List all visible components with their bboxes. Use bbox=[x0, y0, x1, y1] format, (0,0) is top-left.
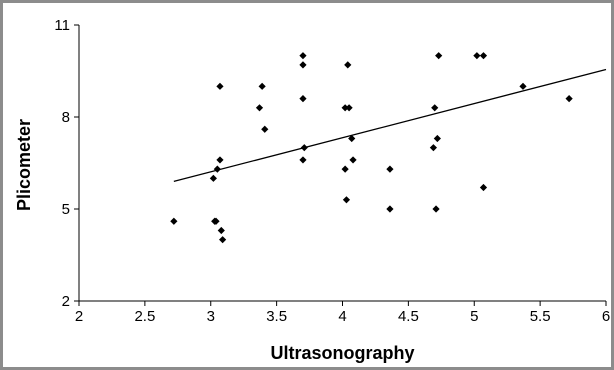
data-point bbox=[255, 104, 264, 112]
data-point bbox=[479, 183, 488, 192]
ticks: 2 2.5 3 3.5 4 4.5 5 5.5 6 2 5 8 11 bbox=[54, 17, 610, 325]
y-tick-label: 2 bbox=[62, 293, 70, 310]
x-tick-label: 4.5 bbox=[398, 308, 419, 325]
data-point bbox=[433, 134, 441, 143]
data-point bbox=[209, 174, 217, 182]
data-point bbox=[341, 104, 349, 112]
y-axis-title: Plicometer bbox=[14, 119, 34, 211]
x-tick-label: 3 bbox=[207, 308, 215, 325]
data-point bbox=[386, 165, 394, 173]
data-point bbox=[299, 95, 307, 103]
x-tick-label: 2.5 bbox=[134, 308, 155, 325]
data-point bbox=[216, 82, 224, 90]
data-point bbox=[258, 82, 266, 90]
y-tick-label: 5 bbox=[62, 201, 70, 218]
data-point bbox=[519, 82, 527, 90]
y-tick-label: 11 bbox=[54, 17, 70, 34]
data-point bbox=[565, 95, 573, 103]
data-point bbox=[300, 144, 308, 152]
axes bbox=[78, 25, 606, 302]
data-point bbox=[261, 125, 269, 133]
data-point bbox=[219, 236, 227, 244]
data-point bbox=[212, 217, 220, 225]
data-point bbox=[429, 144, 438, 152]
trendline bbox=[173, 68, 607, 183]
data-point bbox=[216, 156, 224, 164]
x-tick-label: 6 bbox=[602, 308, 610, 325]
data-point bbox=[349, 156, 357, 164]
y-tick-label: 8 bbox=[62, 109, 70, 126]
x-tick-label: 5 bbox=[470, 308, 478, 325]
data-point bbox=[299, 61, 307, 69]
data-point bbox=[432, 205, 440, 213]
data-point bbox=[342, 196, 351, 204]
data-point bbox=[345, 104, 353, 112]
trendline-layer bbox=[173, 68, 607, 183]
x-axis-title: Ultrasonography bbox=[270, 343, 414, 363]
data-points bbox=[170, 52, 573, 244]
data-point bbox=[348, 134, 356, 143]
x-tick-label: 4 bbox=[338, 308, 346, 325]
data-point bbox=[341, 165, 349, 173]
data-point bbox=[473, 52, 481, 60]
data-point bbox=[299, 52, 307, 60]
data-point bbox=[435, 52, 443, 60]
data-point bbox=[431, 104, 439, 112]
x-tick-label: 2 bbox=[75, 308, 83, 325]
x-tick-label: 3.5 bbox=[266, 308, 287, 325]
x-tick-label: 5.5 bbox=[530, 308, 551, 325]
data-point bbox=[344, 61, 352, 69]
data-point bbox=[170, 217, 178, 225]
data-point bbox=[217, 226, 225, 235]
data-point bbox=[386, 205, 394, 213]
data-point bbox=[213, 165, 221, 173]
data-point bbox=[299, 156, 307, 164]
data-point bbox=[479, 52, 488, 60]
